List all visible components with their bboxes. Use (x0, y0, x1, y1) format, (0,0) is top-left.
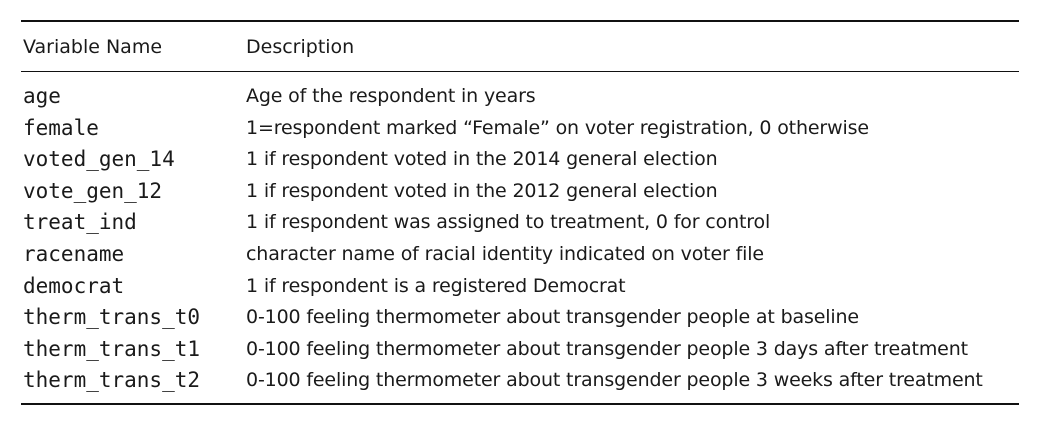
table-row: therm_trans_t2 0-100 feeling thermometer… (0, 365, 1045, 397)
variable-name-cell: therm_trans_t0 (23, 305, 201, 330)
table-row: therm_trans_t1 0-100 feeling thermometer… (0, 334, 1045, 366)
header-variable-name: Variable Name (23, 36, 163, 58)
top-rule (21, 20, 1019, 22)
table-row: voted_gen_14 1 if respondent voted in th… (0, 144, 1045, 176)
variable-name-cell: therm_trans_t1 (23, 336, 201, 361)
description-cell: 1 if respondent voted in the 2012 genera… (246, 179, 718, 202)
variable-name-cell: female (23, 115, 99, 140)
table-body: age Age of the respondent in years femal… (0, 81, 1045, 397)
table-row: age Age of the respondent in years (0, 81, 1045, 113)
table-row: racename character name of racial identi… (0, 239, 1045, 271)
variable-name-cell: voted_gen_14 (23, 147, 175, 172)
table-row: vote_gen_12 1 if respondent voted in the… (0, 176, 1045, 208)
description-cell: 1 if respondent was assigned to treatmen… (246, 211, 771, 234)
table-row: treat_ind 1 if respondent was assigned t… (0, 207, 1045, 239)
table-row: democrat 1 if respondent is a registered… (0, 271, 1045, 303)
description-cell: character name of racial identity indica… (246, 242, 764, 265)
table-row: therm_trans_t0 0-100 feeling thermometer… (0, 302, 1045, 334)
description-cell: 1 if respondent voted in the 2014 genera… (246, 148, 718, 171)
description-cell: 0-100 feeling thermometer about transgen… (246, 369, 983, 392)
variable-name-cell: treat_ind (23, 210, 137, 235)
header-description: Description (246, 36, 355, 58)
description-cell: 1=respondent marked “Female” on voter re… (246, 116, 869, 139)
variable-name-cell: vote_gen_12 (23, 178, 163, 203)
table-row: female 1=respondent marked “Female” on v… (0, 113, 1045, 145)
header-rule (21, 71, 1019, 72)
description-cell: Age of the respondent in years (246, 85, 536, 107)
variable-name-cell: democrat (23, 273, 125, 298)
variable-name-cell: age (23, 84, 61, 108)
variable-name-cell: therm_trans_t2 (23, 368, 201, 393)
description-cell: 0-100 feeling thermometer about transgen… (246, 306, 859, 329)
bottom-rule (21, 403, 1019, 405)
description-cell: 1 if respondent is a registered Democrat (246, 274, 626, 297)
variable-name-cell: racename (23, 241, 125, 266)
description-cell: 0-100 feeling thermometer about transgen… (246, 337, 968, 360)
